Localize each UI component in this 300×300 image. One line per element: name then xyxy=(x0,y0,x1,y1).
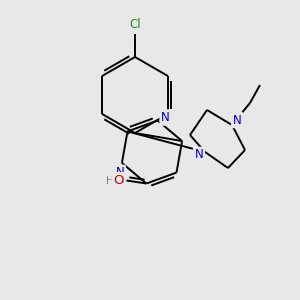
Text: N: N xyxy=(195,148,203,161)
Text: N: N xyxy=(232,113,242,127)
Text: N: N xyxy=(116,167,124,179)
Text: Cl: Cl xyxy=(129,17,141,31)
Text: O: O xyxy=(113,174,124,187)
Text: N: N xyxy=(161,111,170,124)
Text: H: H xyxy=(106,176,114,186)
